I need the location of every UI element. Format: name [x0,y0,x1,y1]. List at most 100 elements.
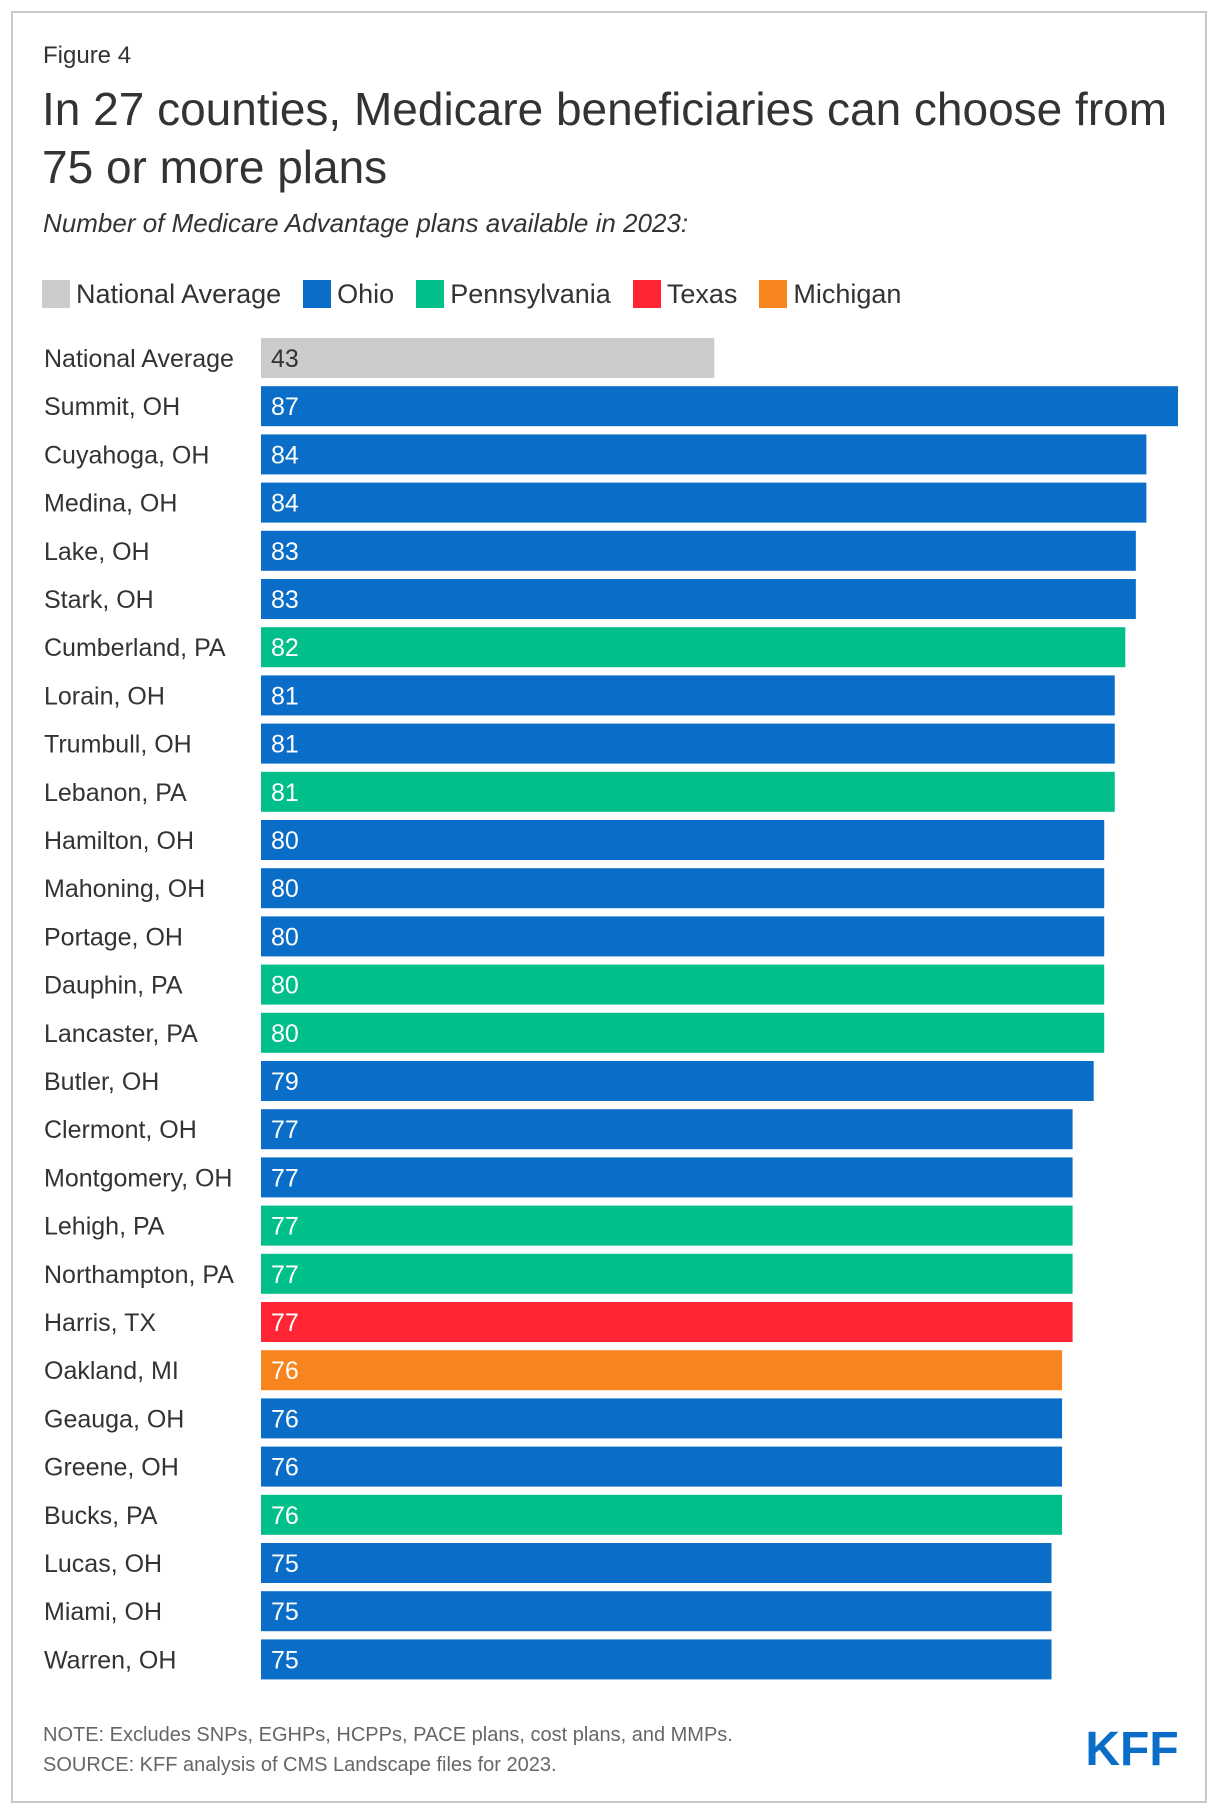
value-label-butler-oh: 79 [271,1068,299,1096]
bar-dauphin-pa [261,964,1105,1005]
category-label-stark-oh: Stark, OH [44,586,154,614]
category-label-cumberland-pa: Cumberland, PA [44,634,226,662]
category-label-trumbull-oh: Trumbull, OH [44,731,192,759]
bar-warren-oh [261,1639,1052,1680]
bar-oakland-mi [261,1350,1063,1391]
bar-greene-oh [261,1446,1063,1487]
category-label-geauga-oh: Geauga, OH [44,1405,184,1433]
value-label-montgomery-oh: 77 [271,1164,299,1192]
bar-clermont-oh [261,1109,1073,1150]
chart-subtitle: Number of Medicare Advantage plans avail… [43,208,689,238]
category-label-lucas-oh: Lucas, OH [44,1550,162,1578]
bar-medina-oh [261,482,1147,523]
bar-lucas-oh [261,1543,1052,1583]
category-label-medina-oh: Medina, OH [44,490,177,518]
legend-label: Ohio [337,278,395,309]
category-label-miami-oh: Miami, OH [44,1598,162,1626]
category-label-dauphin-pa: Dauphin, PA [44,972,183,1000]
bar-butler-oh [261,1061,1094,1101]
bar-geauga-oh [261,1398,1063,1439]
value-label-trumbull-oh: 81 [271,731,299,759]
bar-hamilton-oh [261,820,1105,860]
bar-cumberland-pa [261,627,1126,668]
bar-harris-tx [261,1302,1073,1342]
bar-bucks-pa [261,1494,1063,1535]
value-label-oakland-mi: 76 [271,1357,299,1385]
bar-northampton-pa [261,1253,1073,1294]
legend-label: Michigan [793,278,902,309]
value-label-lucas-oh: 75 [271,1550,299,1578]
value-label-clermont-oh: 77 [271,1116,299,1144]
bar-stark-oh [261,579,1136,619]
figure-label: Figure 4 [43,42,132,69]
legend: National Average Ohio Pennsylvania Texas… [42,276,923,312]
legend-item-ohio: Ohio [303,279,394,310]
bar-portage-oh [261,916,1105,957]
category-label-portage-oh: Portage, OH [44,923,183,951]
category-label-butler-oh: Butler, OH [44,1068,159,1096]
value-label-summit-oh: 87 [271,393,299,421]
value-label-portage-oh: 80 [271,923,299,951]
bar-national-average [261,338,715,378]
category-label-lake-oh: Lake, OH [44,538,150,566]
figure-frame [11,11,1207,1803]
kff-logo: KFF [1085,1723,1178,1772]
category-label-lancaster-pa: Lancaster, PA [44,1020,198,1048]
category-label-national-average: National Average [44,345,234,373]
bar-cuyahoga-oh [261,434,1147,475]
category-label-lehigh-pa: Lehigh, PA [44,1213,165,1241]
source-text: SOURCE: KFF analysis of CMS Landscape fi… [43,1754,557,1776]
legend-label: Pennsylvania [450,278,611,309]
value-label-national-average: 43 [271,345,299,373]
value-label-northampton-pa: 77 [271,1261,299,1289]
legend-label: Texas [666,278,738,309]
legend-item-pennsylvania: Pennsylvania [416,279,611,310]
legend-swatch [632,280,661,308]
bar-mahoning-oh [261,868,1105,909]
value-label-cuyahoga-oh: 84 [271,441,299,469]
value-label-greene-oh: 76 [271,1454,299,1482]
bar-montgomery-oh [261,1157,1073,1198]
legend-item-texas: Texas [632,278,738,310]
legend-swatch [416,280,445,308]
value-label-miami-oh: 75 [271,1598,299,1626]
bar-chart: National Average 43 Summit, OH 87 Cuyahoga, … [44,338,1178,1680]
value-label-medina-oh: 84 [271,490,299,518]
category-label-montgomery-oh: Montgomery, OH [44,1164,232,1192]
value-label-cumberland-pa: 82 [271,634,299,662]
bar-lake-oh [261,530,1136,571]
category-label-summit-oh: Summit, OH [44,393,180,421]
legend-item-national-average: National Average [42,279,281,310]
legend-item-michigan: Michigan [759,279,901,310]
legend-swatch [759,280,788,308]
value-label-lorain-oh: 81 [271,682,299,710]
value-label-mahoning-oh: 80 [271,875,299,903]
category-label-greene-oh: Greene, OH [44,1454,179,1482]
category-label-hamilton-oh: Hamilton, OH [44,827,194,855]
value-label-lake-oh: 83 [271,538,299,566]
value-label-geauga-oh: 76 [271,1405,299,1433]
category-label-lebanon-pa: Lebanon, PA [44,779,187,807]
bar-miami-oh [261,1591,1052,1632]
legend-swatch [42,280,70,308]
value-label-lebanon-pa: 81 [271,779,299,807]
kff-logo-text: KFF [1085,1723,1178,1772]
category-label-oakland-mi: Oakland, MI [44,1357,179,1385]
bar-summit-oh [261,386,1178,427]
category-label-bucks-pa: Bucks, PA [44,1502,158,1530]
bar-lehigh-pa [261,1205,1073,1246]
category-label-mahoning-oh: Mahoning, OH [44,875,205,903]
note-text: NOTE: Excludes SNPs, EGHPs, HCPPs, PACE … [43,1724,733,1746]
value-label-lehigh-pa: 77 [271,1213,299,1241]
category-label-harris-tx: Harris, TX [44,1309,156,1337]
value-label-stark-oh: 83 [271,586,299,614]
value-label-bucks-pa: 76 [271,1502,299,1530]
category-label-northampton-pa: Northampton, PA [44,1261,234,1289]
value-label-lancaster-pa: 80 [271,1020,299,1048]
value-label-warren-oh: 75 [271,1646,299,1674]
category-label-cuyahoga-oh: Cuyahoga, OH [44,441,209,469]
bar-trumbull-oh [261,723,1115,764]
category-label-warren-oh: Warren, OH [44,1646,176,1674]
footnote: NOTE: Excludes SNPs, EGHPs, HCPPs, PACE … [43,1720,733,1780]
value-label-harris-tx: 77 [271,1309,299,1337]
